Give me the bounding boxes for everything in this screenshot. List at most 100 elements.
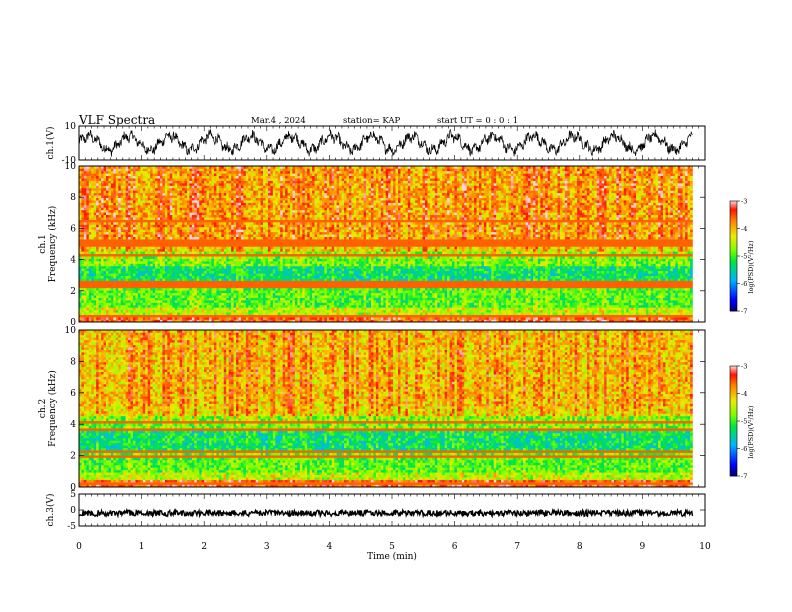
spectrogram-cell [213,258,217,262]
spectrogram-cell [157,173,161,177]
spectrogram-cell [83,307,87,311]
spectrogram-cell [194,187,198,191]
spectrogram-cell [83,212,87,216]
spectrogram-cell [233,280,237,284]
spectrogram-cell [150,253,153,257]
spectrogram-cell [253,319,256,323]
spectrogram-cell [199,241,202,245]
spectrogram-cell [83,285,87,289]
spectrogram-cell [159,263,163,267]
spectrogram-cell [159,292,163,296]
spectrogram-cell [128,166,131,169]
spectrogram-cell [105,295,109,298]
spectrogram-cell [248,187,252,191]
spectrogram-cell [177,263,180,267]
spectrogram-cell [196,178,200,181]
spectrogram-cell [240,283,244,286]
spectrogram-cell [228,275,232,279]
spectrogram-cell [226,166,229,169]
spectrogram-cell [101,268,104,272]
spectrogram-cell [137,207,141,211]
spectrogram-cell [245,222,249,225]
spectrogram-cell [164,170,168,174]
spectrogram-cell [105,309,109,313]
spectrogram-cell [155,314,158,318]
spectrogram-cell [96,190,99,194]
spectrogram-cell [238,197,242,201]
spectrogram-cell [162,304,166,308]
spectrogram-cell [177,319,180,323]
spectrogram-cell [189,278,193,281]
spectrogram-cell [93,224,97,228]
spectrogram-cell [223,202,227,206]
spectrogram-cell [238,236,242,240]
spectrogram-cell [248,195,252,198]
spectrogram-cell [167,312,171,315]
spectrogram-cell [231,317,234,320]
spectrogram-cell [186,307,190,311]
spectrogram-cell [253,278,256,281]
spectrogram-cell [167,319,171,323]
spectrogram-cell [216,317,220,320]
spectrogram-cell [105,200,109,203]
spectrogram-cell [248,231,252,235]
spectrogram-cell [93,234,97,237]
spectrogram-cell [223,214,227,218]
spectrogram-cell [226,187,229,191]
spectrogram-cell [218,256,222,259]
spectrogram-cell [211,183,215,186]
spectrogram-cell [204,319,207,323]
spectrogram-cell [105,241,109,245]
spectrogram-cell [240,248,244,252]
spectrogram-cell [250,236,254,240]
spectrogram-cell [199,295,202,298]
spectrogram-cell [213,248,217,252]
spectrogram-cell [147,283,151,286]
spectrogram-cell [184,287,188,291]
spectrogram-cell [253,241,256,245]
spectrogram-cell [157,290,161,294]
spectrogram-cell [172,195,175,198]
spectrogram-cell [196,185,200,189]
spectrogram-cell [147,231,151,235]
spectrogram-cell [169,307,173,311]
spectrogram-cell [184,219,188,223]
spectrogram-cell [98,280,102,284]
spectrogram-cell [91,307,95,311]
spectrogram-cell [182,309,185,313]
spectrogram-cell [145,309,149,313]
spectrogram-cell [184,290,188,294]
spectrogram-cell [179,183,183,186]
spectrogram-cell [194,300,198,303]
spectrogram-cell [142,246,146,250]
spectrogram-cell [201,265,205,269]
spectrogram-cell [130,236,134,240]
spectrogram-cell [182,214,185,218]
spectrogram-cell [91,280,95,284]
spectrogram-cell [101,292,104,296]
spectrogram-cell [132,222,136,225]
spectrogram-cell [164,307,168,311]
spectrogram-cell [135,180,139,184]
spectrogram-cell [236,241,239,245]
spectrogram-cell [245,256,249,259]
spectrogram-cell [236,283,239,286]
spectrogram-cell [132,283,136,286]
spectrogram-cell [79,178,82,181]
spectrogram-cell [147,309,151,313]
spectrogram-cell [113,195,117,198]
spectrogram-cell [130,283,134,286]
spectrogram-cell [147,314,151,318]
spectrogram-cell [110,246,114,250]
spectrogram-cell [201,287,205,291]
spectrogram-cell [130,175,134,179]
spectrogram-cell [96,219,99,223]
spectrogram-cell [81,263,85,267]
spectrogram-cell [179,180,183,184]
spectrogram-cell [91,207,95,211]
spectrogram-cell [177,248,180,252]
spectrogram-cell [105,292,109,296]
spectrogram-cell [216,297,220,301]
spectrogram-cell [223,246,227,250]
spectrogram-cell [96,207,99,211]
